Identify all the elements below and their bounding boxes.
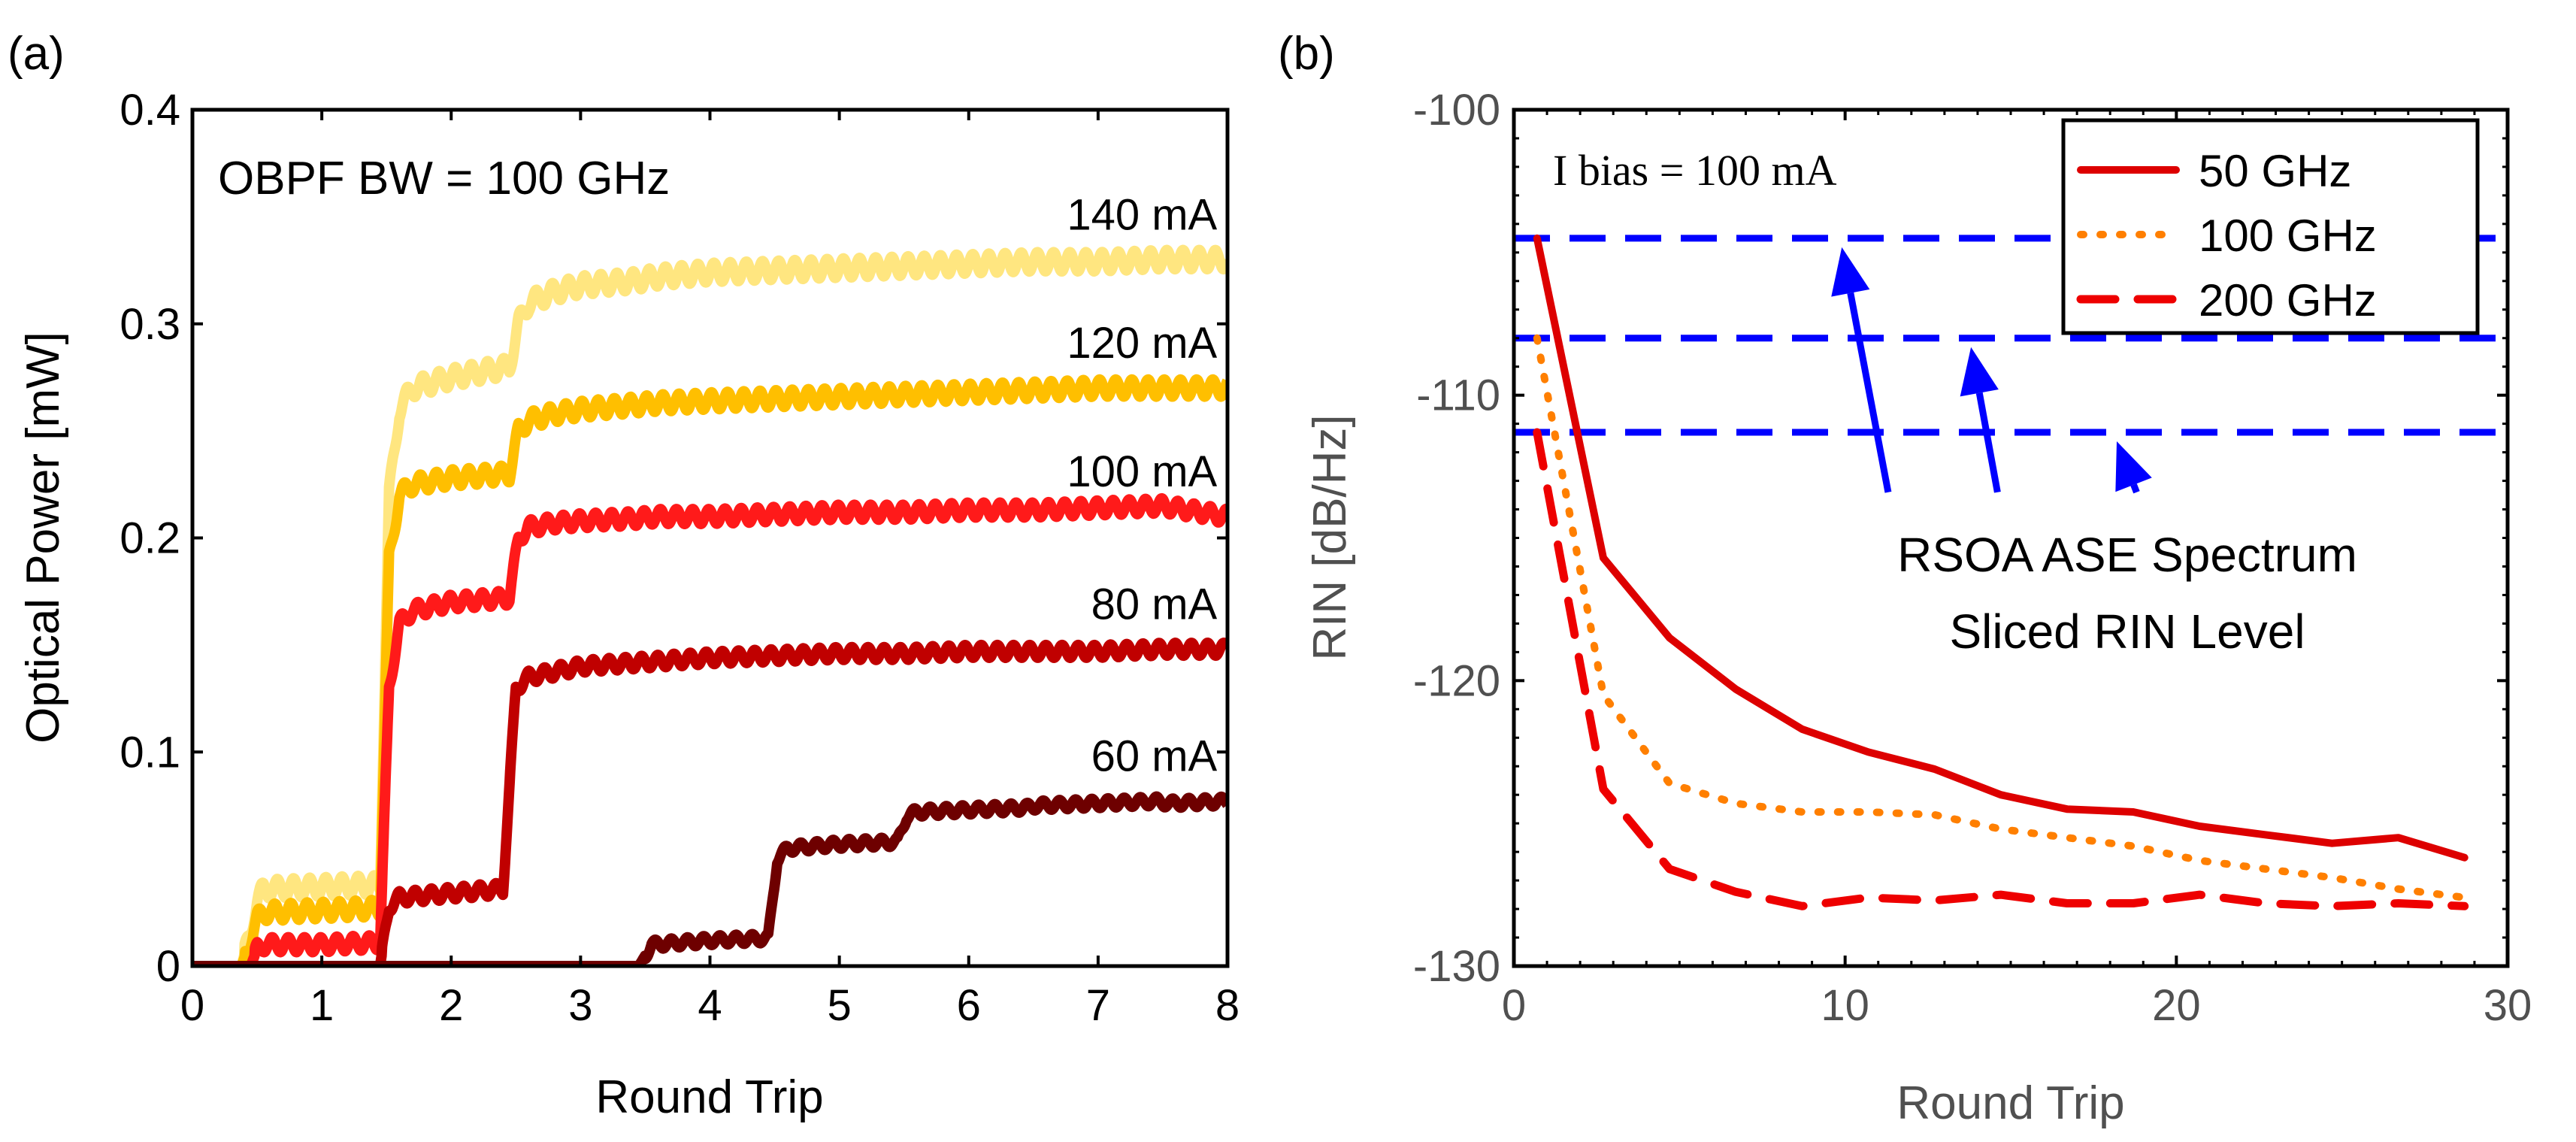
y-tick-label: 0 <box>156 942 180 991</box>
series-label-120-ma: 120 mA <box>1067 319 1217 368</box>
arrow-shaft-3 <box>2130 483 2140 494</box>
y-tick-label: -120 <box>1413 656 1500 705</box>
series-line-80-ma <box>192 638 1227 966</box>
panel-a-x-tick-labels: 0 1 2 3 4 5 6 7 8 <box>180 981 1240 1030</box>
panel-a-label: (a) <box>8 28 65 80</box>
panel-a-series-labels: 140 mA 120 mA 100 mA 80 mA 60 mA <box>1067 190 1217 780</box>
series-label-80-ma: 80 mA <box>1091 580 1218 629</box>
legend-label-100-ghz: 100 GHz <box>2199 211 2377 261</box>
panel-b-x-axis-label: Round Trip <box>1896 1077 2124 1129</box>
panel-a-frame <box>190 108 1230 968</box>
y-tick-label: -100 <box>1413 86 1500 135</box>
panel-a-y-axis-label: Optical Power [mW] <box>17 332 69 744</box>
panel-b-text-annotation-line-1: RSOA ASE Spectrum <box>1897 528 2357 582</box>
x-tick-label: 0 <box>180 981 204 1030</box>
series-label-60-ma: 60 mA <box>1091 732 1218 781</box>
arrow-head-2 <box>1960 347 1999 397</box>
legend-box <box>2061 118 2480 335</box>
series-label-140-ma: 140 mA <box>1067 190 1217 239</box>
panel-a-series-group <box>192 244 1227 966</box>
panel-b-series-group <box>1533 234 2469 910</box>
x-tick-label: 20 <box>2152 981 2201 1030</box>
panel-b-annotation: I bias = 100 mA <box>1553 146 1837 195</box>
y-tick-label: 0.3 <box>120 300 180 349</box>
arrow-head-1 <box>1831 247 1870 297</box>
y-tick-label: 0.4 <box>120 86 180 135</box>
x-tick-label: 0 <box>1502 981 1526 1030</box>
legend-label-50-ghz: 50 GHz <box>2199 146 2351 196</box>
panel-b: (b) 0 10 20 30 -130-120-110-100 Round Trip … <box>1278 28 2532 1129</box>
x-tick-label: 10 <box>1821 981 1869 1030</box>
panel-a-x-axis-label: Round Trip <box>595 1071 823 1123</box>
x-tick-label: 3 <box>568 981 592 1030</box>
panel-b-frame <box>1512 108 2510 968</box>
x-tick-label: 2 <box>439 981 463 1030</box>
x-tick-label: 5 <box>827 981 851 1030</box>
arrow-shaft-2 <box>1975 392 2001 493</box>
x-tick-label: 8 <box>1215 981 1240 1030</box>
panel-b-y-axis-label: RIN [dB/Hz] <box>1304 414 1356 660</box>
series-line-100-ma <box>192 492 1227 966</box>
series-label-100-ma: 100 mA <box>1067 447 1217 496</box>
panel-a-y-tick-labels: 0 0.1 0.2 0.3 0.4 <box>120 86 180 991</box>
series-line-200-ghz <box>1533 428 2469 910</box>
legend-label-200-ghz: 200 GHz <box>2199 275 2377 326</box>
x-tick-label: 6 <box>957 981 981 1030</box>
panel-b-label: (b) <box>1278 28 1335 80</box>
arrow-head-3 <box>2115 441 2152 492</box>
series-line-120-ma <box>192 374 1227 966</box>
panel-a: (a) 0 1 2 3 4 5 6 7 8 0 0.1 0.2 0.3 0.4 Round Trip O… <box>8 28 1240 1123</box>
x-tick-label: 7 <box>1086 981 1110 1030</box>
panel-b-text-annotation-line-2: Sliced RIN Level <box>1949 604 2305 659</box>
y-tick-label: -130 <box>1413 942 1500 991</box>
y-tick-label: -110 <box>1416 371 1500 420</box>
panel-b-legend: 50 GHz 100 GHz 200 GHz <box>2061 118 2480 335</box>
series-line-50-ghz <box>1533 234 2469 862</box>
x-tick-label: 4 <box>698 981 722 1030</box>
x-tick-label: 1 <box>310 981 334 1030</box>
x-tick-label: 30 <box>2484 981 2532 1030</box>
panel-b-y-tick-labels: -130 -120 -110 -100 <box>1413 86 1500 991</box>
panel-b-arrows <box>1831 247 2152 494</box>
arrow-shaft-1 <box>1847 292 1892 493</box>
panel-b-x-tick-labels: 0 10 20 30 <box>1502 981 2532 1030</box>
legend-items: 50 GHz 100 GHz 200 GHz <box>2076 146 2377 326</box>
series-line-140-ma <box>192 244 1227 966</box>
y-tick-label: 0.2 <box>120 514 180 563</box>
y-tick-label: 0.1 <box>120 728 180 777</box>
panel-a-annotation: OBPF BW = 100 GHz <box>218 153 670 204</box>
series-line-60-ma <box>192 791 1227 966</box>
